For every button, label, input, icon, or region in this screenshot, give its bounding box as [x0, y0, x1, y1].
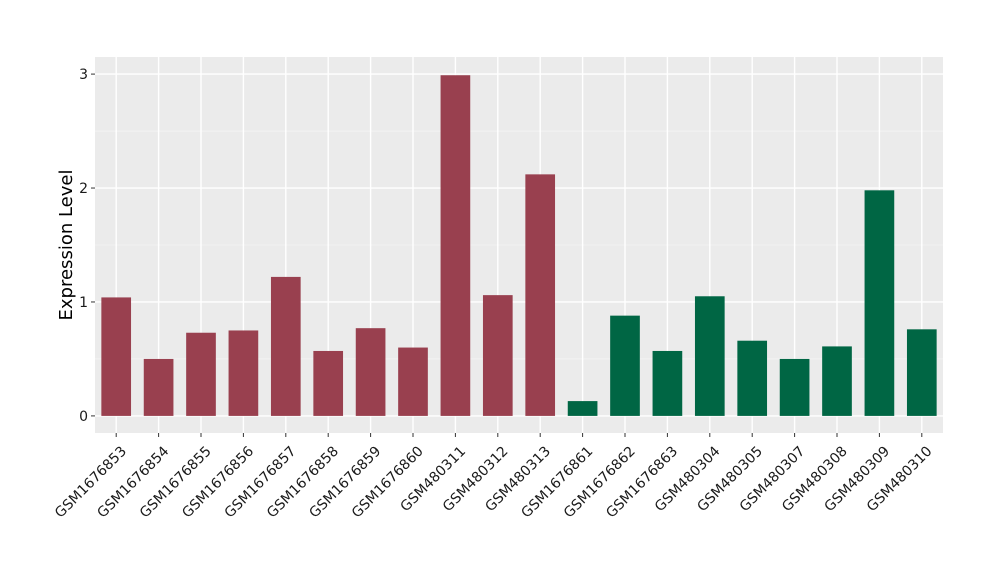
bar	[906, 329, 937, 416]
bar	[652, 350, 683, 416]
y-tick-label: 3	[79, 67, 88, 83]
bar	[864, 190, 895, 416]
bar	[398, 347, 428, 416]
bar	[779, 358, 810, 416]
bar	[228, 330, 259, 416]
bar	[737, 340, 768, 416]
y-tick-label: 1	[79, 295, 88, 311]
bar	[270, 276, 301, 416]
bar	[822, 346, 852, 416]
y-tick-label: 0	[79, 409, 88, 425]
bar	[186, 332, 216, 416]
bar	[482, 295, 513, 416]
bar	[610, 315, 640, 416]
y-tick-label: 2	[79, 181, 88, 197]
bar	[101, 297, 132, 416]
x-tick-label: GSM1676853	[52, 443, 130, 521]
bar	[355, 328, 386, 416]
bar	[694, 296, 725, 416]
bar	[525, 174, 556, 416]
bar	[313, 350, 344, 416]
bars	[101, 75, 937, 416]
x-axis: GSM1676853GSM1676854GSM1676855GSM1676856…	[52, 433, 936, 521]
bar	[440, 75, 471, 416]
y-axis-title: Expression Level	[56, 170, 77, 321]
bar	[143, 358, 174, 416]
y-axis: 0 1 2 3	[79, 67, 95, 425]
bar	[567, 401, 598, 416]
